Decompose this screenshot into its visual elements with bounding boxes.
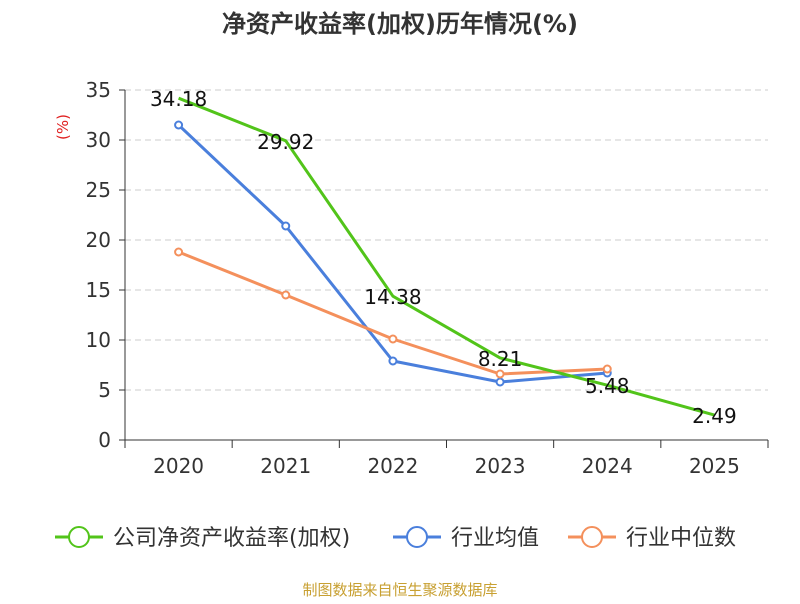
data-point xyxy=(388,334,398,344)
series-line-0 xyxy=(178,96,715,417)
legend-label: 行业均值 xyxy=(451,526,539,551)
series-layer xyxy=(174,96,715,417)
data-label: 34.18 xyxy=(150,87,207,111)
grid-lines xyxy=(125,89,768,391)
legend-marker-0 xyxy=(68,526,90,548)
data-point xyxy=(388,356,398,366)
legend: 公司净资产收益率(加权) 行业均值 行业中位数 xyxy=(55,526,736,551)
data-point xyxy=(602,364,612,374)
data-point xyxy=(281,221,291,231)
chart-title: 净资产收益率(加权)历年情况(%) xyxy=(222,10,578,38)
y-tick-label: 0 xyxy=(98,428,111,452)
legend-label: 行业中位数 xyxy=(626,526,736,551)
y-axis-label: (%) xyxy=(54,114,72,140)
data-point xyxy=(281,290,291,300)
y-tick-label: 25 xyxy=(86,178,111,202)
data-label: 14.38 xyxy=(364,285,421,309)
series-line-2 xyxy=(178,250,608,376)
y-tick-label: 20 xyxy=(86,228,111,252)
data-point xyxy=(495,377,505,387)
data-point xyxy=(495,369,505,379)
y-tick-label: 5 xyxy=(98,378,111,402)
data-labels: 34.18 29.92 14.38 8.21 5.48 2.49 xyxy=(150,87,737,428)
data-label: 2.49 xyxy=(692,404,737,428)
x-tick-label-2025: 2025 xyxy=(689,454,740,478)
x-tick-label-2021: 2021 xyxy=(260,454,311,478)
data-label: 5.48 xyxy=(585,374,630,398)
footer-source: 制图数据来自恒生聚源数据库 xyxy=(302,581,497,599)
data-label: 8.21 xyxy=(478,347,523,371)
x-tick-label-2023: 2023 xyxy=(475,454,526,478)
y-tick-label: 30 xyxy=(86,128,111,152)
y-tick-label: 35 xyxy=(86,78,111,102)
y-tick-label: 10 xyxy=(86,328,111,352)
data-point xyxy=(174,247,184,257)
x-tick-label-2022: 2022 xyxy=(367,454,418,478)
legend-marker-2 xyxy=(581,526,603,548)
x-tick-label-2024: 2024 xyxy=(582,454,633,478)
legend-label: 公司净资产收益率(加权) xyxy=(113,526,350,551)
data-label: 29.92 xyxy=(257,130,314,154)
y-tick-label: 15 xyxy=(86,278,111,302)
legend-marker-1 xyxy=(406,526,428,548)
data-point xyxy=(174,120,184,130)
x-tick-label-2020: 2020 xyxy=(153,454,204,478)
